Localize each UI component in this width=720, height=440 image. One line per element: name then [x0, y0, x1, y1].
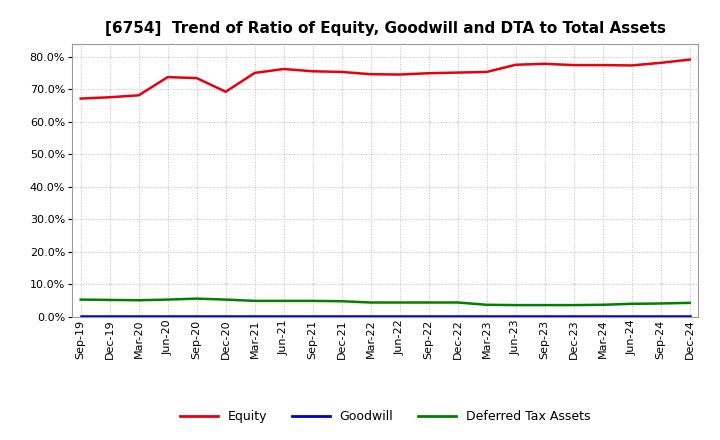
Goodwill [221, 314, 230, 319]
Goodwill [424, 314, 433, 319]
Deferred Tax Assets [135, 297, 143, 303]
Deferred Tax Assets [76, 297, 85, 302]
Deferred Tax Assets [598, 302, 607, 308]
Deferred Tax Assets [511, 302, 520, 308]
Goodwill [163, 314, 172, 319]
Goodwill [511, 314, 520, 319]
Goodwill [192, 314, 201, 319]
Equity [105, 95, 114, 100]
Equity [76, 96, 85, 101]
Equity [135, 93, 143, 98]
Deferred Tax Assets [395, 300, 404, 305]
Deferred Tax Assets [308, 298, 317, 304]
Deferred Tax Assets [192, 296, 201, 301]
Deferred Tax Assets [105, 297, 114, 303]
Deferred Tax Assets [541, 302, 549, 308]
Deferred Tax Assets [454, 300, 462, 305]
Deferred Tax Assets [366, 300, 375, 305]
Equity [685, 57, 694, 62]
Deferred Tax Assets [482, 302, 491, 308]
Equity [511, 62, 520, 67]
Equity [221, 89, 230, 95]
Equity [657, 60, 665, 66]
Goodwill [135, 314, 143, 319]
Deferred Tax Assets [570, 302, 578, 308]
Equity [366, 72, 375, 77]
Goodwill [685, 314, 694, 319]
Deferred Tax Assets [657, 301, 665, 306]
Equity [454, 70, 462, 75]
Equity [192, 76, 201, 81]
Goodwill [627, 314, 636, 319]
Goodwill [366, 314, 375, 319]
Equity [308, 69, 317, 74]
Line: Deferred Tax Assets: Deferred Tax Assets [81, 299, 690, 305]
Goodwill [395, 314, 404, 319]
Equity [541, 61, 549, 66]
Deferred Tax Assets [279, 298, 288, 304]
Deferred Tax Assets [163, 297, 172, 302]
Deferred Tax Assets [338, 299, 346, 304]
Equity [395, 72, 404, 77]
Equity [598, 62, 607, 68]
Goodwill [338, 314, 346, 319]
Deferred Tax Assets [424, 300, 433, 305]
Equity [338, 69, 346, 74]
Goodwill [308, 314, 317, 319]
Goodwill [251, 314, 259, 319]
Equity [163, 74, 172, 80]
Equity [279, 66, 288, 72]
Goodwill [482, 314, 491, 319]
Goodwill [657, 314, 665, 319]
Equity [424, 70, 433, 76]
Goodwill [279, 314, 288, 319]
Deferred Tax Assets [627, 301, 636, 306]
Equity [251, 70, 259, 76]
Goodwill [105, 314, 114, 319]
Legend: Equity, Goodwill, Deferred Tax Assets: Equity, Goodwill, Deferred Tax Assets [180, 411, 590, 423]
Deferred Tax Assets [251, 298, 259, 304]
Goodwill [454, 314, 462, 319]
Title: [6754]  Trend of Ratio of Equity, Goodwill and DTA to Total Assets: [6754] Trend of Ratio of Equity, Goodwil… [104, 21, 666, 36]
Goodwill [570, 314, 578, 319]
Goodwill [598, 314, 607, 319]
Line: Equity: Equity [81, 59, 690, 99]
Equity [627, 63, 636, 68]
Goodwill [541, 314, 549, 319]
Goodwill [76, 314, 85, 319]
Deferred Tax Assets [685, 300, 694, 305]
Equity [482, 69, 491, 74]
Deferred Tax Assets [221, 297, 230, 302]
Equity [570, 62, 578, 68]
